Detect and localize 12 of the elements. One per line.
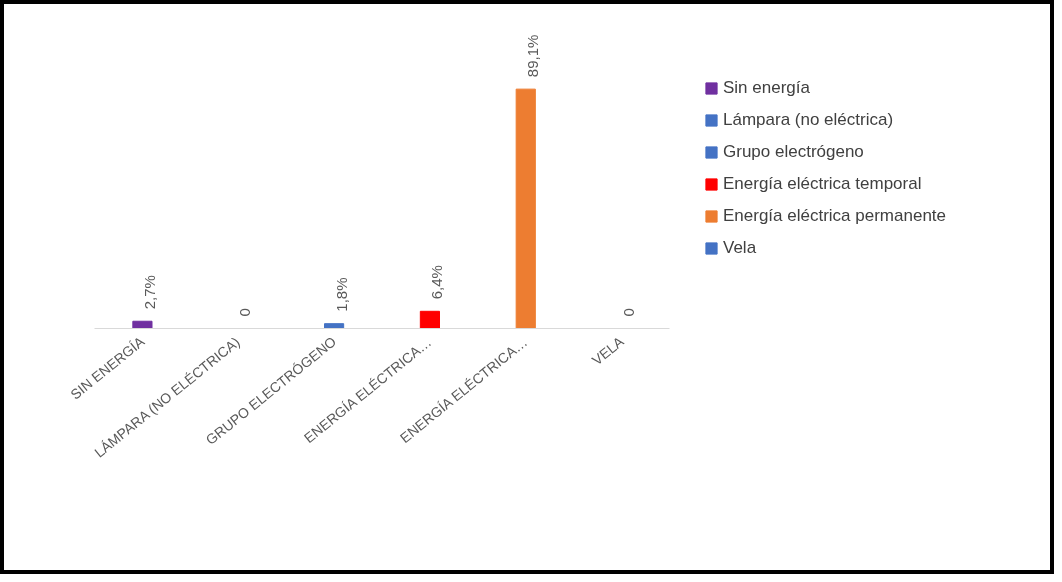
data-label: 89,1% <box>524 34 542 78</box>
data-label: 6,4% <box>428 265 446 300</box>
legend-label: Sin energía <box>723 78 810 98</box>
legend-label: Energía eléctrica temporal <box>723 174 922 194</box>
legend-label: Vela <box>723 238 757 258</box>
data-label: 0 <box>236 308 254 317</box>
legend-label: Energía eléctrica permanente <box>723 206 947 226</box>
data-label: 0 <box>619 308 637 317</box>
data-label: 2,7% <box>140 275 158 310</box>
data-label: 1,8% <box>332 277 350 312</box>
legend-label: Lámpara (no eléctrica) <box>723 110 894 130</box>
legend-label: Grupo electrógeno <box>723 142 864 162</box>
